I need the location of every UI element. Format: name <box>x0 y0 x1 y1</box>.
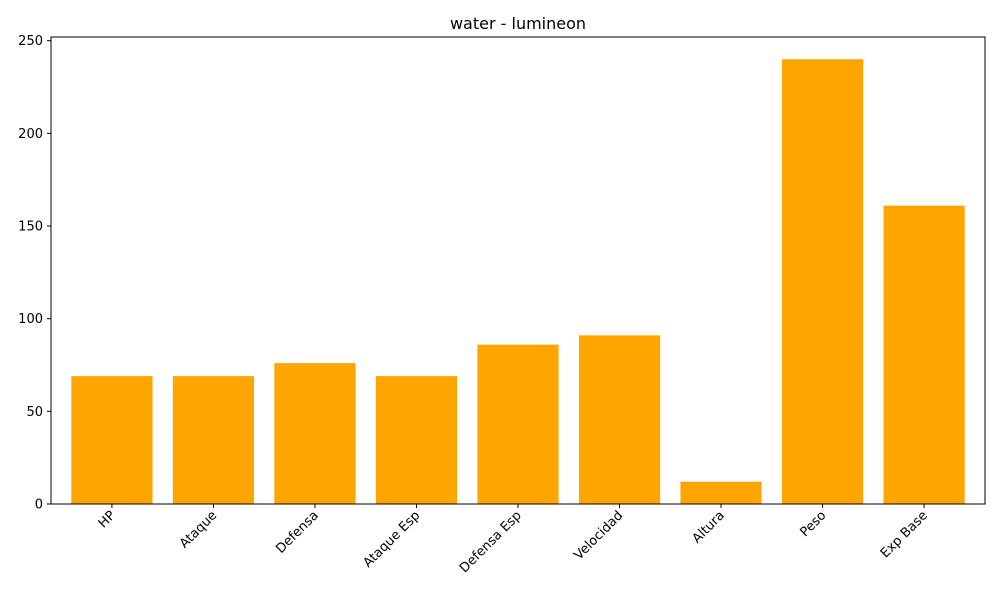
y-tick-label: 200 <box>18 127 43 142</box>
y-tick-label: 250 <box>18 34 43 49</box>
bar-defensa-esp <box>477 344 559 504</box>
y-tick-label: 0 <box>35 498 43 513</box>
x-tick-label: Exp Base <box>878 508 931 561</box>
x-tick-label: Defensa Esp <box>457 508 525 576</box>
x-tick-label: Defensa <box>273 508 321 556</box>
y-tick-label: 100 <box>18 312 43 327</box>
x-tick-label: Peso <box>797 508 829 540</box>
bars-layer <box>71 59 965 505</box>
bar-altura <box>680 481 762 504</box>
bar-defensa <box>274 363 356 504</box>
x-tick-label: Ataque <box>177 508 220 551</box>
bar-peso <box>781 59 864 505</box>
y-tick-label: 150 <box>18 220 43 235</box>
x-tick-label: Ataque Esp <box>361 508 424 571</box>
chart-title: water - lumineon <box>450 14 586 33</box>
y-axis: 0 50 100 150 200 250 <box>18 34 51 513</box>
bar-ataque-esp <box>375 376 458 504</box>
x-tick-label: Velocidad <box>571 508 626 563</box>
bar-ataque <box>172 376 255 504</box>
bar-exp-base <box>883 205 965 504</box>
x-tick-label: Altura <box>690 508 728 546</box>
x-axis: HP Ataque Defensa Ataque Esp Defensa Esp Velo… <box>96 504 931 576</box>
y-tick-label: 50 <box>26 405 43 420</box>
bar-velocidad <box>578 335 661 504</box>
x-tick-label: HP <box>96 508 119 531</box>
bar-hp <box>71 376 153 504</box>
